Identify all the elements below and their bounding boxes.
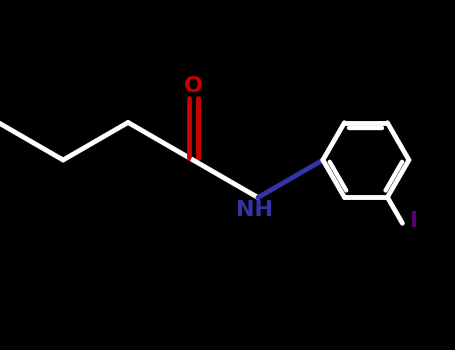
Text: I: I	[410, 211, 419, 231]
Text: O: O	[183, 76, 202, 96]
Text: NH: NH	[237, 199, 273, 219]
